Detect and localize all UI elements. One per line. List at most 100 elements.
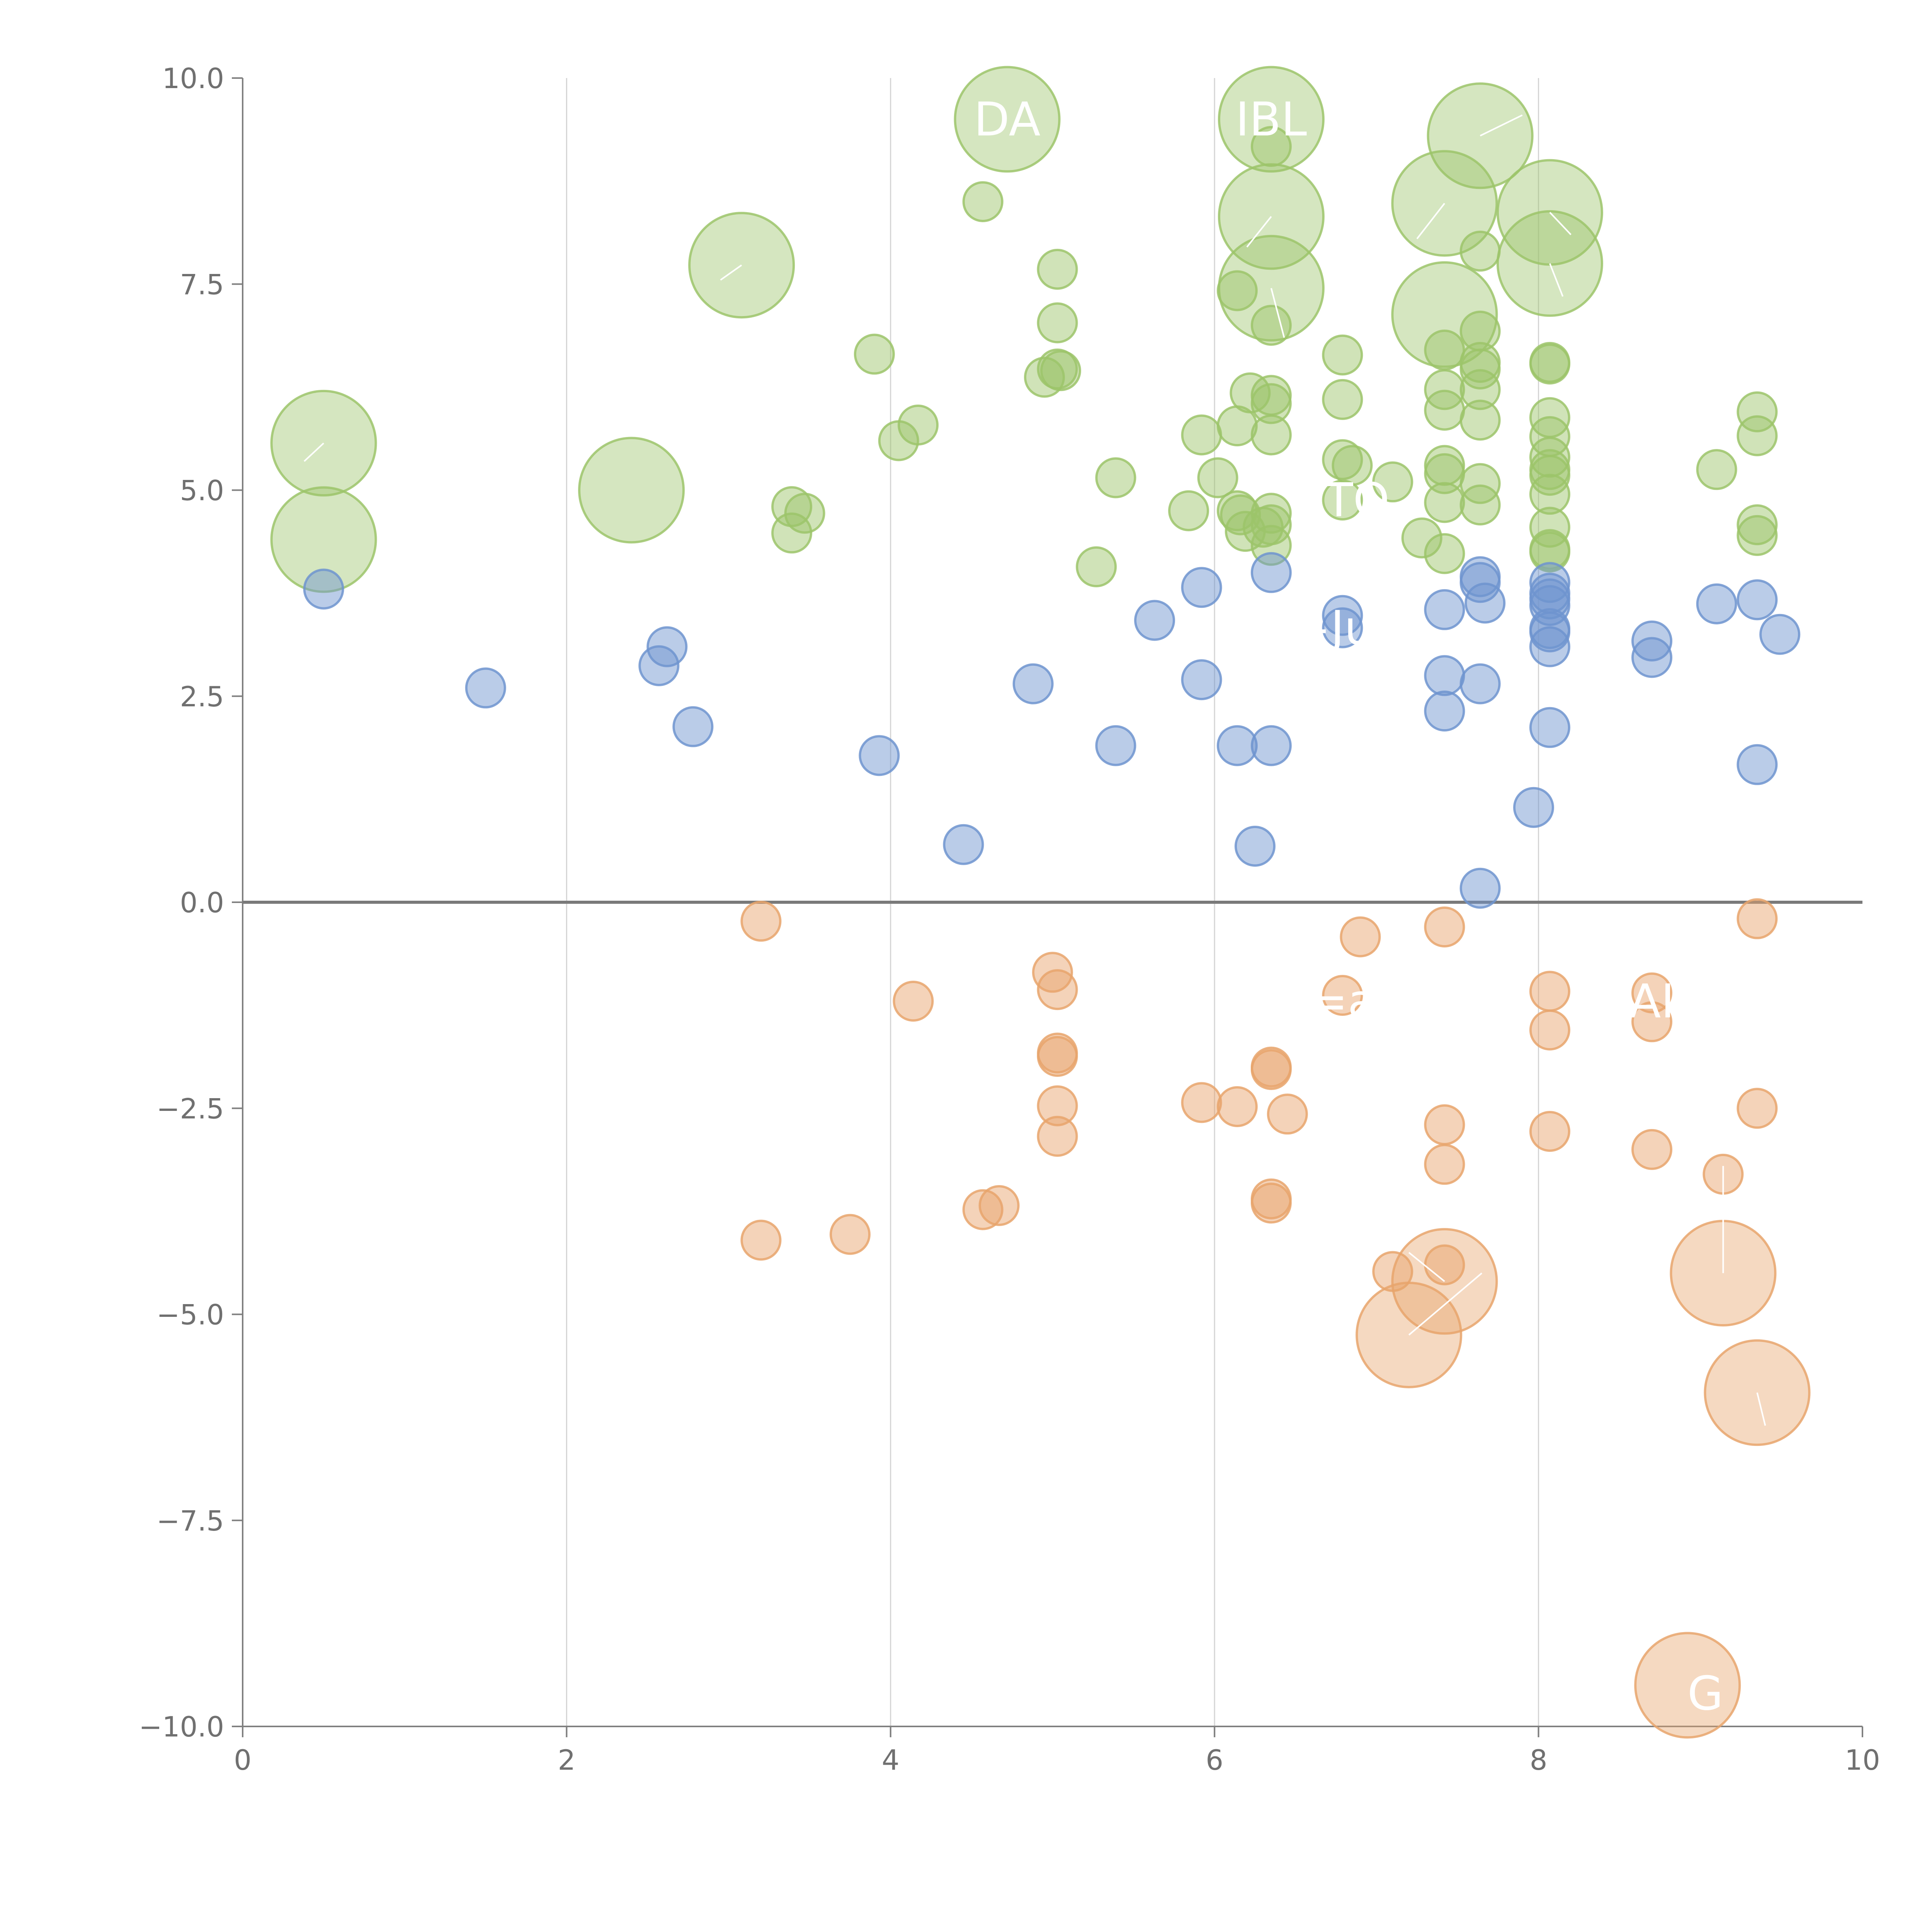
blue-bubble	[1250, 725, 1292, 766]
orange-bubble	[1634, 1632, 1741, 1739]
green-bubble	[1459, 369, 1501, 410]
bubble-label: YHO	[1602, 468, 1702, 522]
blue-bubble	[859, 735, 900, 776]
orange-bubble	[1340, 916, 1381, 957]
blue-bubble	[1529, 562, 1570, 603]
orange-bubble	[1037, 969, 1078, 1010]
bubble-label: AI	[1629, 975, 1674, 1029]
leader-line	[1270, 288, 1285, 338]
green-bubble	[1529, 474, 1570, 515]
orange-bubble	[1424, 1144, 1465, 1185]
orange-bubble	[1037, 1116, 1078, 1157]
green-bubble	[1076, 546, 1117, 587]
blue-bubble	[1235, 825, 1276, 867]
blue-bubble	[1759, 614, 1801, 655]
orange-bubble	[962, 1189, 1003, 1230]
green-bubble	[854, 333, 895, 375]
green-bubble	[1250, 304, 1292, 346]
orange-bubble	[1631, 1001, 1673, 1043]
bubble-label: ETO	[1296, 474, 1390, 527]
blue-bubble	[1631, 637, 1673, 678]
green-bubble	[1459, 348, 1501, 389]
green-bubble	[1218, 66, 1325, 173]
leader-line	[1756, 1392, 1766, 1426]
bubble-label: ’	[1437, 624, 1452, 678]
blue-bubble	[1322, 607, 1363, 648]
green-bubble	[1529, 437, 1570, 478]
green-bubble	[962, 181, 1003, 222]
green-bubble	[1197, 457, 1238, 498]
orange-bubble	[893, 980, 934, 1022]
green-bubble	[1696, 449, 1737, 490]
x-tick-label: 6	[1206, 1744, 1223, 1776]
x-axis-ticks: 0 2 4 6 8 10	[234, 1726, 1880, 1776]
blue-bubble	[1736, 744, 1778, 785]
green-bubble	[1424, 482, 1465, 523]
blue-bubble	[943, 824, 984, 865]
orange-bubble	[1736, 1088, 1778, 1129]
orange-bubble	[1037, 1036, 1078, 1077]
blue-bubble	[638, 645, 680, 686]
green-bubble	[1322, 334, 1363, 376]
green-bubble	[1459, 400, 1501, 441]
green-bubble	[1250, 383, 1292, 424]
orange-bubble	[1529, 1111, 1570, 1152]
blue-bubble	[1424, 589, 1465, 630]
y-tick-label: 5.0	[180, 474, 224, 507]
green-bubble	[1459, 484, 1501, 526]
green-bubble	[1529, 344, 1570, 385]
blue-bubble	[1012, 663, 1054, 704]
green-bubble	[1529, 531, 1570, 573]
green-bubble	[1736, 515, 1778, 556]
x-tick-label: 10	[1845, 1744, 1880, 1776]
green-bubble	[1040, 350, 1081, 391]
orange-bubble	[1322, 975, 1363, 1016]
orange-bubble	[1529, 1009, 1570, 1051]
orange-bubble	[1181, 1082, 1222, 1123]
bubble-labels: DA IBL ? -Ju ’ ETO YHO =a AI G	[974, 93, 1723, 1721]
orange-bubble	[1216, 1086, 1258, 1127]
green-bubble	[1529, 507, 1570, 548]
orange-bubble	[1631, 1129, 1673, 1170]
x-tick-label: 2	[558, 1744, 575, 1776]
green-bubble	[1181, 414, 1222, 456]
bubble-layer	[270, 66, 1811, 1739]
orange-bubble	[830, 1214, 871, 1255]
blue-bubble	[1181, 659, 1222, 701]
green-bubble	[1037, 348, 1078, 389]
green-bubble	[1220, 494, 1261, 536]
y-tick-label: −7.5	[156, 1505, 224, 1537]
green-bubble	[1424, 533, 1465, 574]
blue-bubble	[1134, 600, 1175, 641]
blue-bubble	[1736, 579, 1778, 621]
green-bubble	[1250, 414, 1292, 456]
blue-bubble	[1250, 552, 1292, 593]
blue-bubble	[672, 706, 714, 747]
green-bubble	[1332, 445, 1373, 486]
y-tick-label: 0.0	[180, 886, 224, 919]
blue-bubble	[1464, 582, 1506, 624]
green-bubble	[1037, 302, 1078, 344]
blue-bubble	[1459, 663, 1501, 704]
blue-bubble	[1181, 567, 1222, 608]
blue-bubble	[1631, 620, 1673, 662]
blue-bubble	[1529, 626, 1570, 667]
green-bubble	[1424, 369, 1465, 410]
orange-bubble	[1250, 1182, 1292, 1224]
blue-bubble	[1216, 725, 1258, 766]
blue-bubble	[1459, 867, 1501, 909]
blue-bubble	[465, 667, 506, 709]
blue-bubble	[1322, 595, 1363, 636]
green-bubble	[1391, 261, 1498, 368]
x-tick-label: 8	[1530, 1744, 1548, 1776]
leader-line	[303, 442, 324, 462]
orange-bubble	[1267, 1094, 1308, 1135]
green-bubble	[1322, 379, 1363, 420]
bubble-label: -Ju	[1311, 602, 1374, 655]
green-bubble	[1736, 415, 1778, 456]
green-bubble	[1424, 329, 1465, 371]
green-bubble	[1459, 463, 1501, 504]
orange-bubble	[1424, 906, 1465, 947]
green-bubble	[954, 66, 1061, 173]
